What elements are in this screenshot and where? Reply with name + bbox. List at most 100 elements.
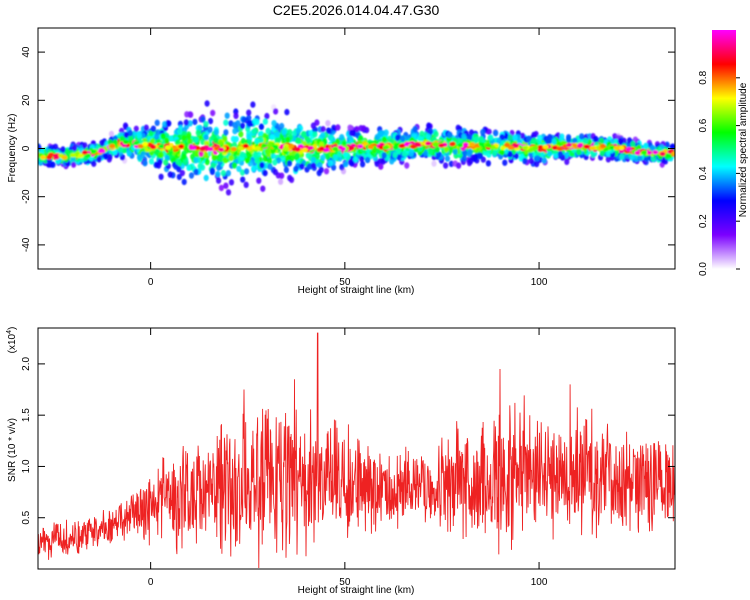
spectrogram-cell xyxy=(254,157,260,164)
spectrogram-cell xyxy=(251,165,257,172)
spectrogram-cell xyxy=(629,154,635,161)
spectrogram-cell xyxy=(507,134,513,141)
spectrogram-cell xyxy=(203,121,209,128)
spectrogram-cell xyxy=(213,137,219,144)
spectrogram-cell xyxy=(443,162,449,169)
spectrogram-cell xyxy=(348,129,354,137)
snr-x-label: Height of straight line (km) xyxy=(298,585,415,596)
spectrogram-ridge-cell xyxy=(618,145,625,150)
spectrogram-cell xyxy=(225,189,232,196)
spectrogram-cell xyxy=(378,157,384,165)
colorbar: 0.0 0.2 0.4 0.6 0.8 Normalized spectral ampl… xyxy=(698,30,749,276)
spectrogram-cell xyxy=(320,154,326,161)
spectrogram-cell xyxy=(461,133,467,140)
spectrogram-cell xyxy=(228,120,234,127)
spectrogram-cell xyxy=(231,162,238,169)
spectrogram-cell xyxy=(264,112,270,120)
spectrogram-ridge-cell xyxy=(469,142,476,147)
spectrogram-ridge-cell xyxy=(90,149,97,154)
spectrogram-cell xyxy=(318,166,324,173)
spectrogram-cell xyxy=(299,163,305,170)
spectrogram-cell xyxy=(218,155,224,163)
spectrogram-cell xyxy=(175,158,181,165)
spectrogram-cell xyxy=(272,168,278,176)
spectrogram-cell xyxy=(240,137,246,145)
spectrogram-ridge-cell xyxy=(307,145,314,151)
spectrogram-cell xyxy=(332,154,338,161)
spectrogram-cell xyxy=(285,136,291,143)
spectrogram-cell xyxy=(183,119,189,126)
spectrogram-ridge-cell xyxy=(378,145,385,150)
spectrogram-cell xyxy=(468,129,475,136)
spectrogram-cell xyxy=(566,136,572,143)
spectrogram-cell xyxy=(310,122,316,129)
spectrogram-cell xyxy=(513,152,520,160)
spectrogram-cell xyxy=(425,133,431,140)
spectrogram-cell xyxy=(466,134,472,141)
spectrogram-cell xyxy=(235,120,241,127)
spectrogram-cell xyxy=(154,119,160,127)
spectrogram-cell xyxy=(305,137,311,144)
spectrogram-cell xyxy=(590,151,596,158)
spectrogram-cell xyxy=(203,151,209,159)
spectrogram-cell xyxy=(503,132,509,140)
snr-panel: 0 50 100 0.5 1.0 1.5 2.0 (x104) SNR (10 * v/v)… xyxy=(6,327,676,596)
spectrogram-ridge-cell xyxy=(462,142,469,147)
spectrogram-ridge-cell xyxy=(266,143,273,148)
spectrogram-ridge-cell xyxy=(600,143,606,149)
spectrogram-cell xyxy=(122,122,129,129)
spectrogram-cell xyxy=(239,122,246,129)
spectrogram-cell xyxy=(278,178,284,185)
spectrogram-ridge-cell xyxy=(150,144,157,150)
spectrogram-cell xyxy=(118,146,124,153)
spectrogram-cell xyxy=(186,133,192,140)
spectrogram-cell xyxy=(296,137,302,144)
spectrogram-ridge-cell xyxy=(641,150,648,155)
spectrogram-ridge-cell xyxy=(190,145,197,151)
colorbar-tick-label: 0.6 xyxy=(698,118,709,132)
spectrogram-cell xyxy=(259,162,265,169)
spectrogram-cell xyxy=(143,124,149,131)
spectrogram-cell xyxy=(222,157,228,164)
spectrogram-ridge-cell xyxy=(164,145,171,150)
spectrogram-cell xyxy=(617,137,624,145)
spectrogram-cell xyxy=(279,122,285,130)
spectrogram-cell xyxy=(286,160,293,167)
spectrogram-cell xyxy=(225,170,231,177)
spectrogram-ridge-cell xyxy=(122,139,129,145)
spectrogram-cell xyxy=(233,112,239,120)
spectrogram-cell xyxy=(352,156,358,163)
spectrogram-ridge-cell xyxy=(340,146,346,152)
spectrogram-cell xyxy=(193,157,199,164)
spectrogram-cell xyxy=(349,160,355,167)
spectrogram-cell xyxy=(419,130,425,138)
spectrogram-cell xyxy=(204,158,210,166)
spectrogram-cell xyxy=(576,148,582,156)
spectrogram-cell xyxy=(452,148,458,155)
spectrogram-cell xyxy=(264,148,270,155)
snr-y-tick-label: 0.5 xyxy=(21,510,32,524)
spectrogram-ridge-cell xyxy=(500,145,507,151)
spectrogram-cell xyxy=(102,152,109,160)
spectrogram-y-tick-label: 0 xyxy=(21,145,32,151)
spectrogram-cell xyxy=(91,160,97,167)
spectrogram-ridge-cell xyxy=(382,145,389,150)
spectrogram-cell xyxy=(198,150,204,157)
spectrogram-ridge-cell xyxy=(609,145,616,150)
spectrogram-cell xyxy=(446,131,453,139)
spectrogram-cell xyxy=(533,130,539,138)
spectrogram-cell xyxy=(325,120,331,127)
spectrogram-cell xyxy=(187,138,193,145)
snr-multiplier: (x104) xyxy=(6,327,18,354)
spectrogram-ridge-cell xyxy=(318,146,325,151)
spectrogram-cell xyxy=(228,154,234,162)
spectrogram-cell xyxy=(331,164,337,171)
spectrogram-cell xyxy=(392,151,398,159)
spectrogram-cell xyxy=(328,134,334,141)
spectrogram-cell xyxy=(260,185,266,192)
spectrogram-ridge-cell xyxy=(671,151,675,156)
spectrogram-cell xyxy=(434,146,440,153)
spectrogram-cell xyxy=(162,121,168,128)
spectrogram-cell xyxy=(496,137,502,145)
spectrogram-ridge-cell xyxy=(85,153,92,158)
